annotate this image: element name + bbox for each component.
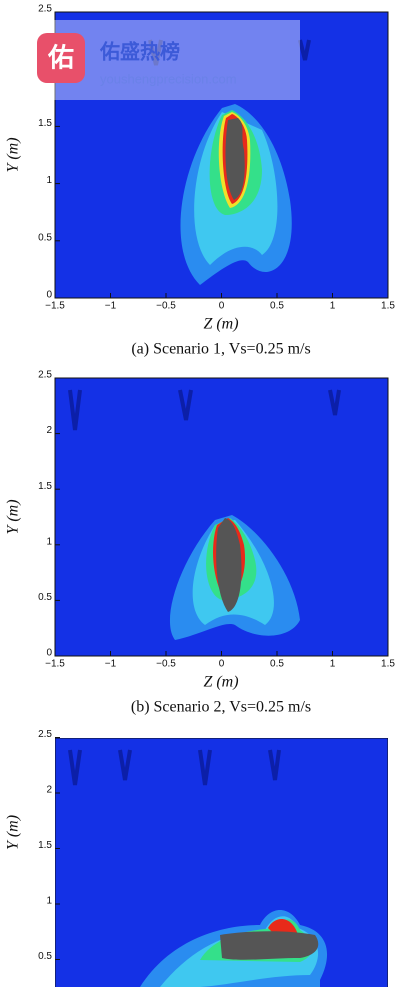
x-axis-label: Z (m) [203,316,238,333]
caption: (b) Scenario 2, Vs=0.25 m/s [131,699,311,716]
y-tick-label: 0.5 [38,951,52,962]
x-tick-label: 0.5 [270,301,284,312]
y-tick-label: 0.5 [38,232,52,243]
x-tick-label: −1.5 [45,659,65,670]
x-tick-label: −0.5 [156,659,176,670]
x-tick-label: 0.5 [270,659,284,670]
y-axis-label: Y (m) [5,499,22,534]
y-tick-label: 2.5 [38,729,52,740]
caption: (a) Scenario 1, Vs=0.25 m/s [131,341,310,358]
watermark-icon: 佑 [47,44,74,74]
y-tick-label: 1 [46,536,52,547]
y-tick-label: 2.5 [38,4,52,15]
y-tick-label: 2.5 [38,370,52,381]
contour-b [54,377,389,657]
x-tick-label: 1 [330,659,336,670]
contour-a [54,11,389,299]
y-tick-label: 1.5 [38,481,52,492]
y-tick-label: 0.5 [38,592,52,603]
x-tick-label: 1.5 [381,659,395,670]
contour-c [55,738,388,987]
watermark-url: youshengprecision.com [100,71,237,86]
y-tick-label: 0 [46,648,52,659]
watermark: 佑 佑盛热榜 youshengprecision.com [35,20,300,100]
x-tick-label: −0.5 [156,301,176,312]
x-tick-label: −1 [105,659,117,670]
x-tick-label: −1.5 [45,301,65,312]
x-tick-label: −1 [105,301,117,312]
y-tick-label: 1.5 [38,840,52,851]
y-tick-label: 1 [46,896,52,907]
y-axis-label: Y (m) [5,815,22,850]
axes: 0 0.5 1 1.5 2 2.5 Y (m) −1.5 −1 −0.5 0 0.5 1 1.5 Z (m)… [5,4,396,963]
y-tick-label: 2 [46,785,52,796]
x-tick-label: 1.5 [381,301,395,312]
x-tick-label: 0 [219,659,225,670]
y-axis-label: Y (m) [5,137,22,172]
y-tick-label: 0 [46,290,52,301]
x-tick-label: 1 [330,301,336,312]
x-tick-label: 0 [219,301,225,312]
y-tick-label: 1 [46,175,52,186]
watermark-title: 佑盛热榜 [99,40,180,64]
y-tick-label: 2 [46,425,52,436]
y-tick-label: 1.5 [38,118,52,129]
x-axis-label: Z (m) [203,674,238,691]
